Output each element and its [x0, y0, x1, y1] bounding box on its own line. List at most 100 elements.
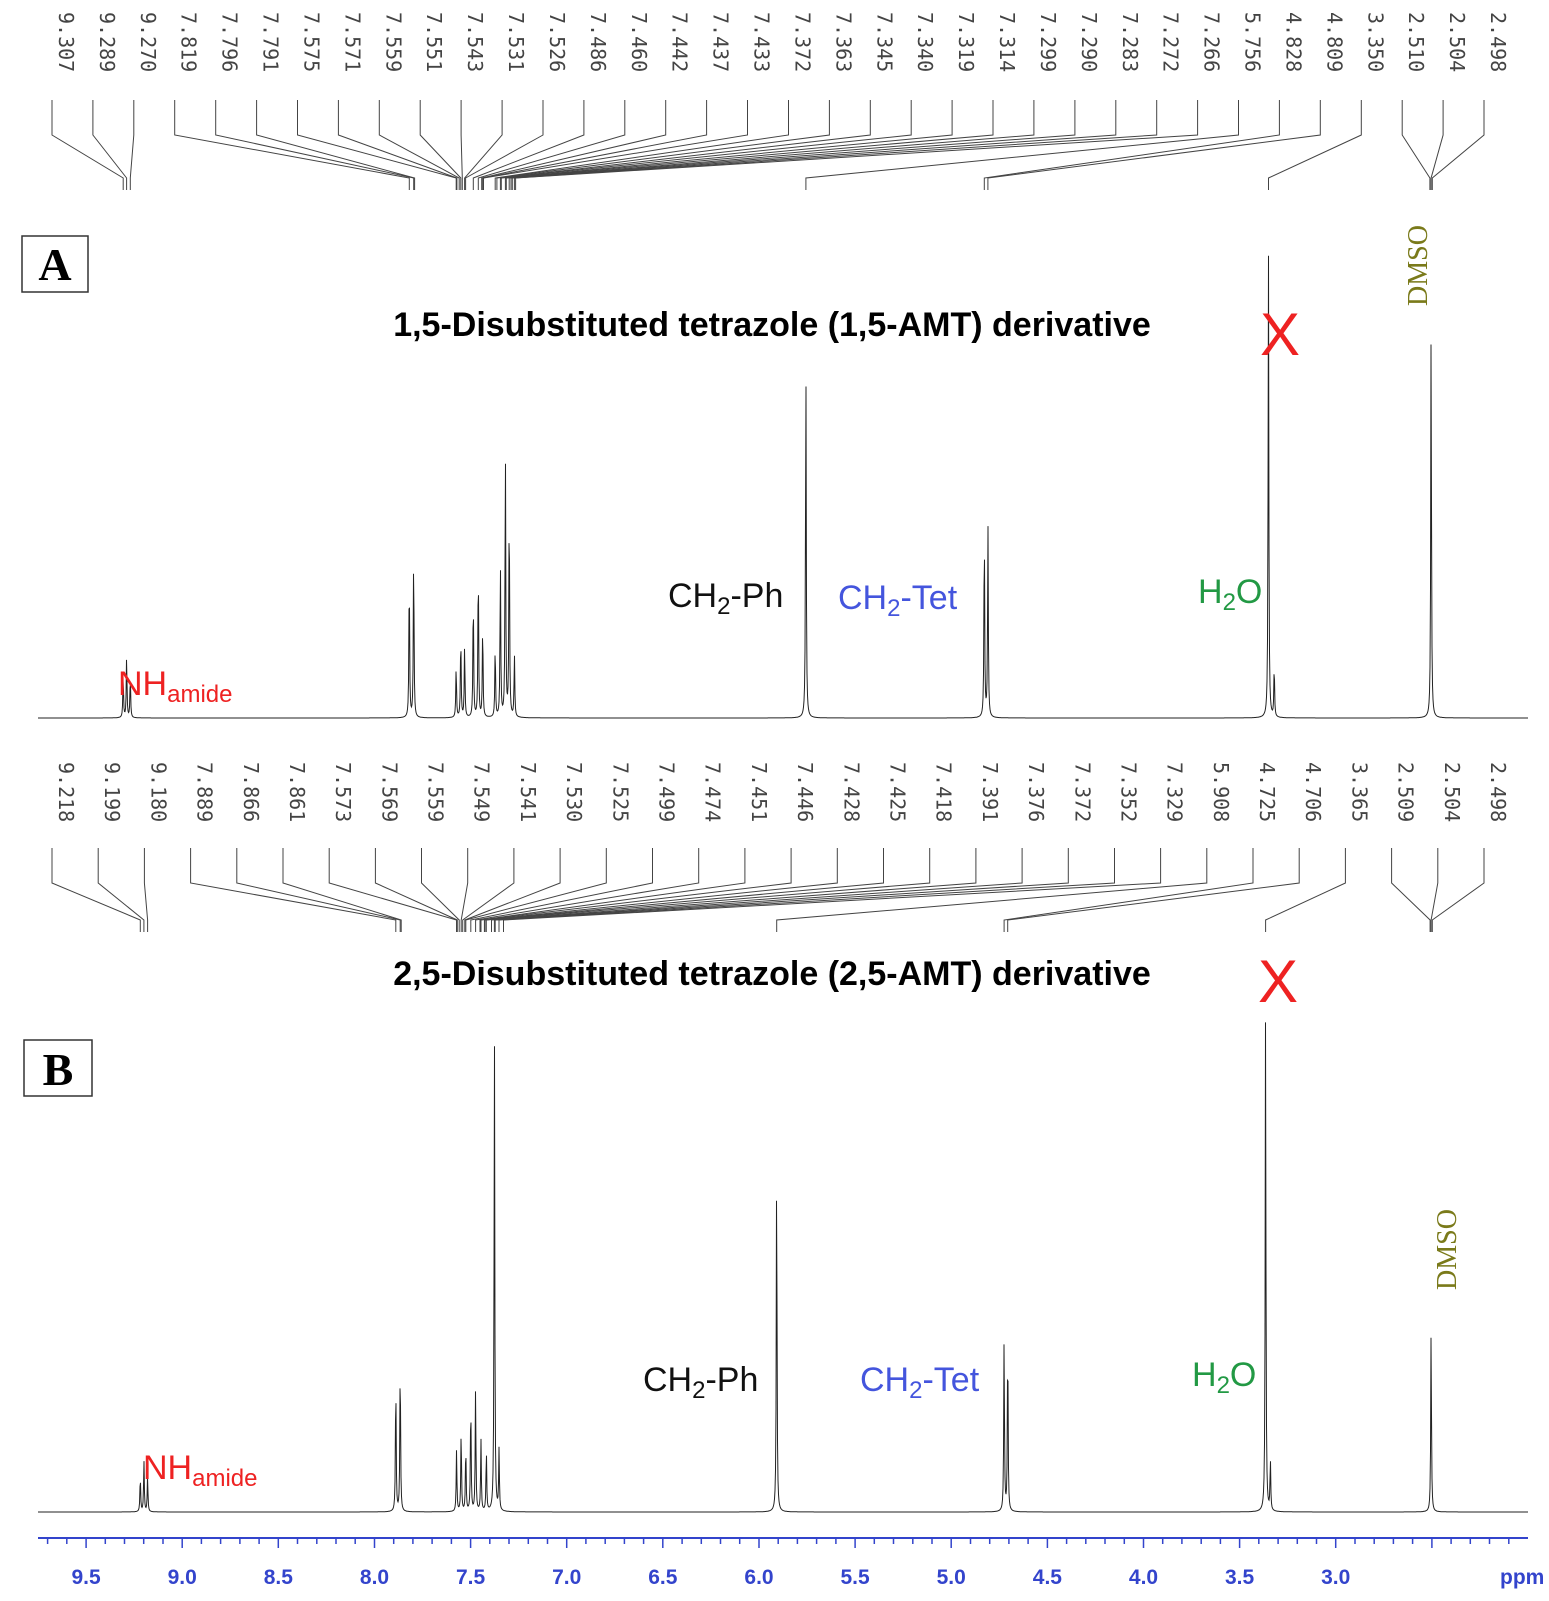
x-axis-tick-label: 6.5 [648, 1566, 678, 1589]
peak-connector [483, 848, 838, 932]
peak-connector [805, 100, 1239, 190]
peak-label: 7.428 [839, 762, 863, 822]
peak-label: 7.526 [545, 12, 569, 72]
nh-amide-main-a: NH [118, 665, 167, 703]
peak-connector [480, 848, 792, 932]
water-cross-mark-b: X [1258, 948, 1298, 1015]
h2o-sub-b: 2 [1217, 1372, 1230, 1399]
x-axis-tick-label: 8.0 [360, 1566, 389, 1589]
peak-label: 7.314 [995, 12, 1019, 72]
peak-connector [484, 848, 884, 932]
x-axis-tick-label: 8.5 [264, 1566, 294, 1589]
peak-label: 7.418 [932, 762, 956, 822]
x-axis-tick-label: 7.5 [456, 1566, 486, 1589]
peak-connector [475, 848, 700, 932]
h2o-tail-b: O [1230, 1356, 1256, 1394]
x-axis-tick-label: 5.0 [937, 1566, 966, 1589]
nh-amide-sub-a: amide [167, 681, 232, 708]
spectrum-panel-b: 9.218 9.199 9.180 7.889 7.866 7.861 7.573 7.569… [23, 762, 1528, 1513]
peak-label: 7.340 [913, 12, 937, 72]
peak-label: 7.266 [1200, 12, 1224, 72]
spectrum-title-a: 1,5-Disubstituted tetrazole (1,5-AMT) de… [393, 306, 1151, 344]
peak-label: 9.270 [136, 12, 160, 72]
peak-label: 7.541 [516, 762, 540, 822]
peak-label: 7.866 [239, 762, 263, 822]
peak-connector [477, 100, 626, 190]
ch2-ph-label-a: CH2-Ph [668, 577, 783, 620]
peak-label: 7.372 [1070, 762, 1094, 822]
peak-label: 7.299 [1036, 12, 1060, 72]
x-axis-tick-label: 9.0 [168, 1566, 197, 1589]
x-axis-tick-label: 3.5 [1225, 1566, 1255, 1589]
peak-connector [143, 848, 149, 932]
peak-connector [1268, 100, 1362, 190]
ch2-tet-main-b: CH [860, 1361, 909, 1399]
x-axis-tick-label: 9.5 [71, 1566, 101, 1589]
peak-label: 4.828 [1281, 12, 1305, 72]
peak-label: 7.499 [655, 762, 679, 822]
peak-connector [460, 848, 469, 932]
peak-connector [494, 848, 1069, 932]
peak-label: 7.530 [562, 762, 586, 822]
peak-label: 9.218 [54, 762, 78, 822]
ch2-ph-sub-b: 2 [692, 1377, 705, 1404]
peak-label: 3.350 [1363, 12, 1387, 72]
peak-label: 2.498 [1486, 12, 1510, 72]
peak-connector [987, 100, 1321, 190]
peak-connector [481, 100, 667, 190]
peak-label: 2.504 [1445, 12, 1469, 72]
panel-label-b: B [43, 1044, 74, 1095]
x-axis-tick-label: 4.0 [1129, 1566, 1158, 1589]
x-axis: 9.5 9.0 8.5 8.0 7.5 7.0 6.5 6.0 5.5 5.0 4.5 4.0 3.5 3… [38, 1537, 1544, 1589]
water-cross-mark-a: X [1260, 301, 1300, 368]
ch2-tet-sub-b: 2 [909, 1377, 922, 1404]
h2o-label-a: H2O [1198, 573, 1262, 616]
ch2-ph-tail-b: -Ph [705, 1361, 758, 1399]
peak-connector [472, 100, 585, 190]
peak-connector [505, 100, 994, 190]
peak-label: 7.575 [300, 12, 324, 72]
peak-connector [51, 100, 124, 190]
ch2-tet-label-a: CH2-Tet [838, 579, 958, 622]
peak-connector [190, 848, 397, 932]
peak-label: 7.559 [381, 12, 405, 72]
peak-label: 7.437 [709, 12, 733, 72]
peak-label: 7.451 [747, 762, 771, 822]
nh-amide-label-a: NHamide [118, 665, 232, 708]
peak-label: 4.706 [1301, 762, 1325, 822]
ch2-ph-label-b: CH2-Ph [643, 1361, 758, 1404]
peak-label: 2.498 [1486, 762, 1510, 822]
peak-label: 7.352 [1117, 762, 1141, 822]
peak-connector [485, 848, 931, 932]
peak-label: 7.861 [285, 762, 309, 822]
h2o-sub-a: 2 [1223, 589, 1236, 616]
peak-connector [1431, 100, 1485, 190]
peak-connector [1265, 848, 1346, 932]
peak-connector [1431, 848, 1485, 932]
ch2-ph-sub-a: 2 [717, 593, 730, 620]
peak-label: 7.551 [422, 12, 446, 72]
peak-connector [1007, 848, 1300, 932]
x-axis-tick-label: 6.0 [744, 1566, 773, 1589]
peak-connector [1430, 848, 1439, 932]
peak-connector [776, 848, 1208, 932]
nh-amide-label-b: NHamide [143, 1449, 257, 1492]
peak-connector [174, 100, 410, 190]
peak-connector [482, 100, 708, 190]
peak-label-group-a: 9.307 9.289 9.270 7.819 7.796 7.791 7.575 7.571… [51, 12, 1510, 190]
ch2-ph-main-b: CH [643, 1361, 692, 1399]
peak-label: 7.319 [954, 12, 978, 72]
peak-label: 2.509 [1394, 762, 1418, 822]
ch2-tet-tail-b: -Tet [922, 1361, 979, 1399]
spectrum-trace-b [38, 1022, 1528, 1513]
peak-label: 7.446 [793, 762, 817, 822]
peak-label: 7.571 [340, 12, 364, 72]
peak-connector [215, 100, 415, 190]
panel-label-box-b [23, 1039, 93, 1097]
peak-connector [378, 100, 460, 190]
peak-label: 7.486 [586, 12, 610, 72]
peak-connector [508, 100, 1035, 190]
peak-label: 9.180 [146, 762, 170, 822]
peak-label: 5.756 [1241, 12, 1265, 72]
peak-connector [510, 100, 1076, 190]
